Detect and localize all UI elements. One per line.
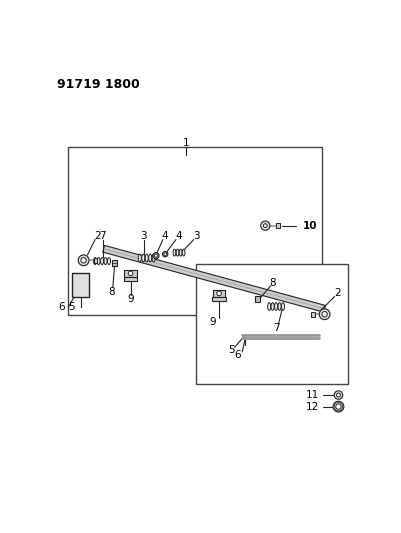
Bar — [68, 147, 322, 315]
Circle shape — [81, 257, 86, 263]
Ellipse shape — [97, 257, 100, 264]
Circle shape — [333, 391, 342, 399]
Circle shape — [318, 309, 329, 320]
Bar — [112, 260, 116, 266]
Ellipse shape — [274, 303, 277, 310]
Ellipse shape — [281, 303, 284, 310]
Text: 5: 5 — [227, 345, 234, 356]
Ellipse shape — [182, 249, 184, 256]
Circle shape — [164, 253, 166, 255]
Ellipse shape — [145, 254, 148, 262]
Ellipse shape — [100, 257, 103, 264]
Text: 9: 9 — [209, 317, 216, 327]
Bar — [72, 273, 89, 296]
Circle shape — [263, 224, 267, 228]
Circle shape — [216, 291, 221, 296]
Ellipse shape — [277, 303, 280, 310]
Bar — [255, 296, 259, 302]
Ellipse shape — [107, 257, 110, 264]
Text: 4: 4 — [162, 231, 168, 241]
Text: 6: 6 — [234, 350, 240, 360]
Ellipse shape — [93, 257, 97, 264]
Ellipse shape — [104, 257, 107, 264]
Text: 10: 10 — [302, 221, 317, 231]
Bar — [124, 270, 136, 277]
Text: 3: 3 — [192, 231, 199, 241]
Ellipse shape — [142, 254, 144, 262]
Circle shape — [78, 255, 89, 265]
Ellipse shape — [179, 249, 182, 256]
Bar — [275, 223, 279, 228]
Circle shape — [335, 404, 340, 409]
Circle shape — [336, 393, 340, 397]
Bar — [196, 264, 347, 384]
Circle shape — [162, 252, 168, 257]
Bar — [124, 277, 137, 281]
Text: 7: 7 — [273, 323, 279, 333]
Bar — [93, 258, 97, 263]
Circle shape — [260, 221, 269, 230]
Text: 8: 8 — [269, 278, 275, 288]
Bar — [310, 312, 314, 317]
Text: 5: 5 — [67, 302, 74, 312]
Ellipse shape — [148, 254, 151, 262]
Circle shape — [332, 401, 343, 412]
Text: 4: 4 — [174, 231, 181, 241]
Text: 1: 1 — [182, 138, 189, 148]
Text: 9: 9 — [127, 294, 134, 304]
Circle shape — [154, 254, 157, 257]
Ellipse shape — [152, 254, 155, 262]
Text: 8: 8 — [108, 287, 114, 297]
Ellipse shape — [270, 303, 273, 310]
Ellipse shape — [173, 249, 175, 256]
Text: 3: 3 — [140, 231, 147, 241]
Circle shape — [321, 311, 326, 317]
Polygon shape — [102, 245, 325, 312]
Bar — [212, 297, 225, 301]
Ellipse shape — [267, 303, 270, 310]
Circle shape — [152, 253, 159, 259]
Text: 91719 1800: 91719 1800 — [57, 78, 140, 91]
Text: 2: 2 — [334, 288, 340, 298]
Bar — [213, 289, 225, 297]
Circle shape — [128, 271, 133, 276]
Text: 2: 2 — [94, 231, 101, 241]
Text: 6: 6 — [58, 302, 65, 312]
Ellipse shape — [176, 249, 178, 256]
Text: 11: 11 — [305, 390, 318, 400]
Text: 12: 12 — [305, 401, 318, 411]
Ellipse shape — [138, 254, 141, 262]
Text: 7: 7 — [99, 231, 106, 241]
